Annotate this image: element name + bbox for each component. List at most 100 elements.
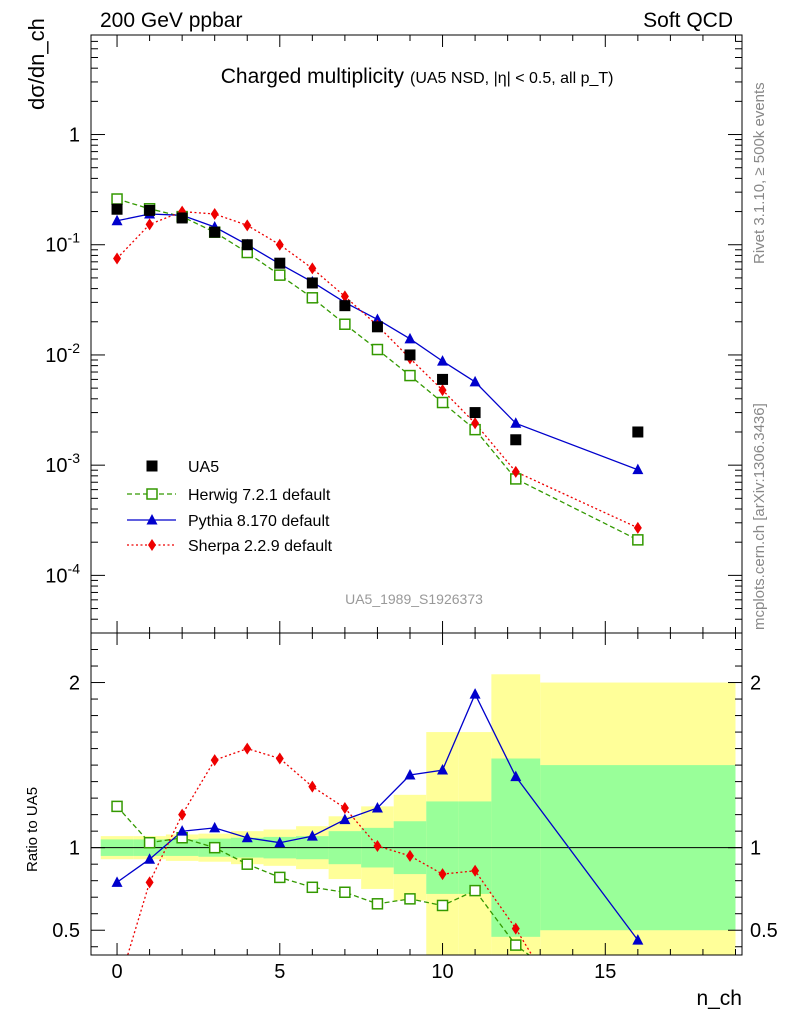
side-label-top: Rivet 3.1.10, ≥ 500k events (751, 82, 768, 264)
ratio-point (469, 688, 481, 699)
ratio-point (274, 871, 286, 884)
header-left: 200 GeV ppbar (100, 9, 242, 32)
main-point (339, 318, 351, 330)
legend-marker (146, 488, 158, 500)
chart-subtitle: (UA5 NSD, |η| < 0.5, all p_T) (410, 70, 614, 87)
ratio-x-tick-label: 10 (431, 961, 453, 983)
main-point (404, 349, 416, 361)
ratio-point (308, 780, 317, 793)
ratio-point (371, 802, 383, 813)
main-point (632, 534, 644, 546)
main-point (306, 292, 319, 304)
ratio-point (306, 881, 319, 894)
ratio-y-tick-label: 2 (69, 673, 80, 695)
main-point (241, 239, 253, 251)
main-point (469, 407, 481, 419)
main-point (210, 208, 219, 221)
ratio-point (143, 836, 156, 849)
ratio-point (241, 831, 253, 843)
main-point (111, 203, 123, 215)
ratio-point (208, 841, 221, 854)
ratio-point (510, 770, 522, 782)
ratio-point (371, 898, 384, 910)
ratio-point (275, 752, 284, 765)
main-y-tick-label: 10-3 (45, 450, 80, 477)
main-point (308, 262, 317, 275)
legend-label: Herwig 7.2.1 default (188, 487, 331, 504)
main-y-tick-label: 10-4 (45, 560, 80, 587)
main-point (469, 375, 481, 387)
main-point (243, 219, 252, 232)
ratio-point (144, 853, 156, 864)
legend: UA5 Herwig 7.2.1 default Pythia 8.170 defa… (127, 459, 333, 555)
ratio-point (404, 769, 416, 780)
main-point (340, 290, 349, 303)
main-point (306, 277, 318, 289)
ratio-point (438, 868, 447, 881)
ratio-frame (90, 632, 743, 956)
ratio-point (176, 825, 188, 836)
ratio-point (209, 821, 221, 833)
main-point (176, 212, 188, 224)
ratio-point (210, 754, 219, 767)
side-label-bottom: mcplots.cern.ch [arXiv:1306.3436] (751, 403, 768, 630)
ratio-point (274, 836, 286, 848)
ratio-point (339, 813, 351, 825)
main-point (111, 193, 123, 205)
main-point (274, 269, 286, 281)
main-ylabel: dσ/dn_ch (24, 18, 49, 110)
chart-title: Charged multiplicity (221, 65, 405, 88)
ratio-series-line (116, 692, 639, 941)
ratio-ylabel: Ratio to UA5 (24, 787, 41, 872)
ratio-point (340, 802, 349, 815)
ratio-point (373, 840, 382, 853)
ratio-point (178, 808, 187, 821)
ratio-point (111, 876, 123, 887)
ratio-point (241, 858, 253, 870)
analysis-watermark: UA5_1989_S1926373 (345, 591, 483, 607)
ratio-point (145, 876, 154, 889)
main-point (144, 204, 156, 216)
main-point (436, 396, 449, 409)
main-point (339, 300, 351, 312)
ratio-x-tick-label: 15 (594, 961, 616, 983)
legend-marker (148, 539, 156, 551)
legend-marker (146, 514, 158, 525)
main-point (371, 321, 383, 333)
main-point (437, 355, 449, 366)
ratio-x-tick-label: 5 (274, 961, 285, 983)
ratio-point (510, 939, 522, 951)
ratio-y-tick-label-right: 1 (750, 838, 761, 860)
main-point (511, 465, 520, 478)
main-series-line (116, 213, 639, 471)
main-point (111, 214, 123, 226)
main-point (371, 313, 383, 324)
legend-marker (146, 460, 158, 472)
ratio-series-line (127, 747, 533, 955)
main-point (437, 373, 449, 385)
ratio-y-tick-label: 0.5 (52, 920, 80, 942)
main-point (471, 417, 480, 430)
main-point (113, 252, 122, 265)
main-point (438, 384, 447, 397)
ratio-point (632, 934, 644, 945)
ratio-point (405, 849, 414, 862)
ratio-point (243, 742, 252, 755)
ratio-point (471, 864, 480, 877)
ratio-point (436, 899, 449, 912)
ratio-point (339, 886, 351, 899)
ratio-x-tick-label: 0 (111, 961, 122, 983)
ratio-point (511, 922, 520, 935)
main-y-tick-label: 1 (69, 125, 80, 147)
main-point (510, 434, 522, 446)
ratio-point (437, 764, 449, 775)
main-point (633, 521, 642, 534)
ratio-y-tick-label-right: 0.5 (750, 920, 778, 942)
ratio-point (111, 800, 123, 813)
ratio-point (404, 893, 416, 905)
ratio-point (306, 830, 318, 841)
main-point (275, 238, 284, 251)
main-point (632, 426, 644, 438)
legend-label: Pythia 8.170 default (188, 513, 330, 530)
